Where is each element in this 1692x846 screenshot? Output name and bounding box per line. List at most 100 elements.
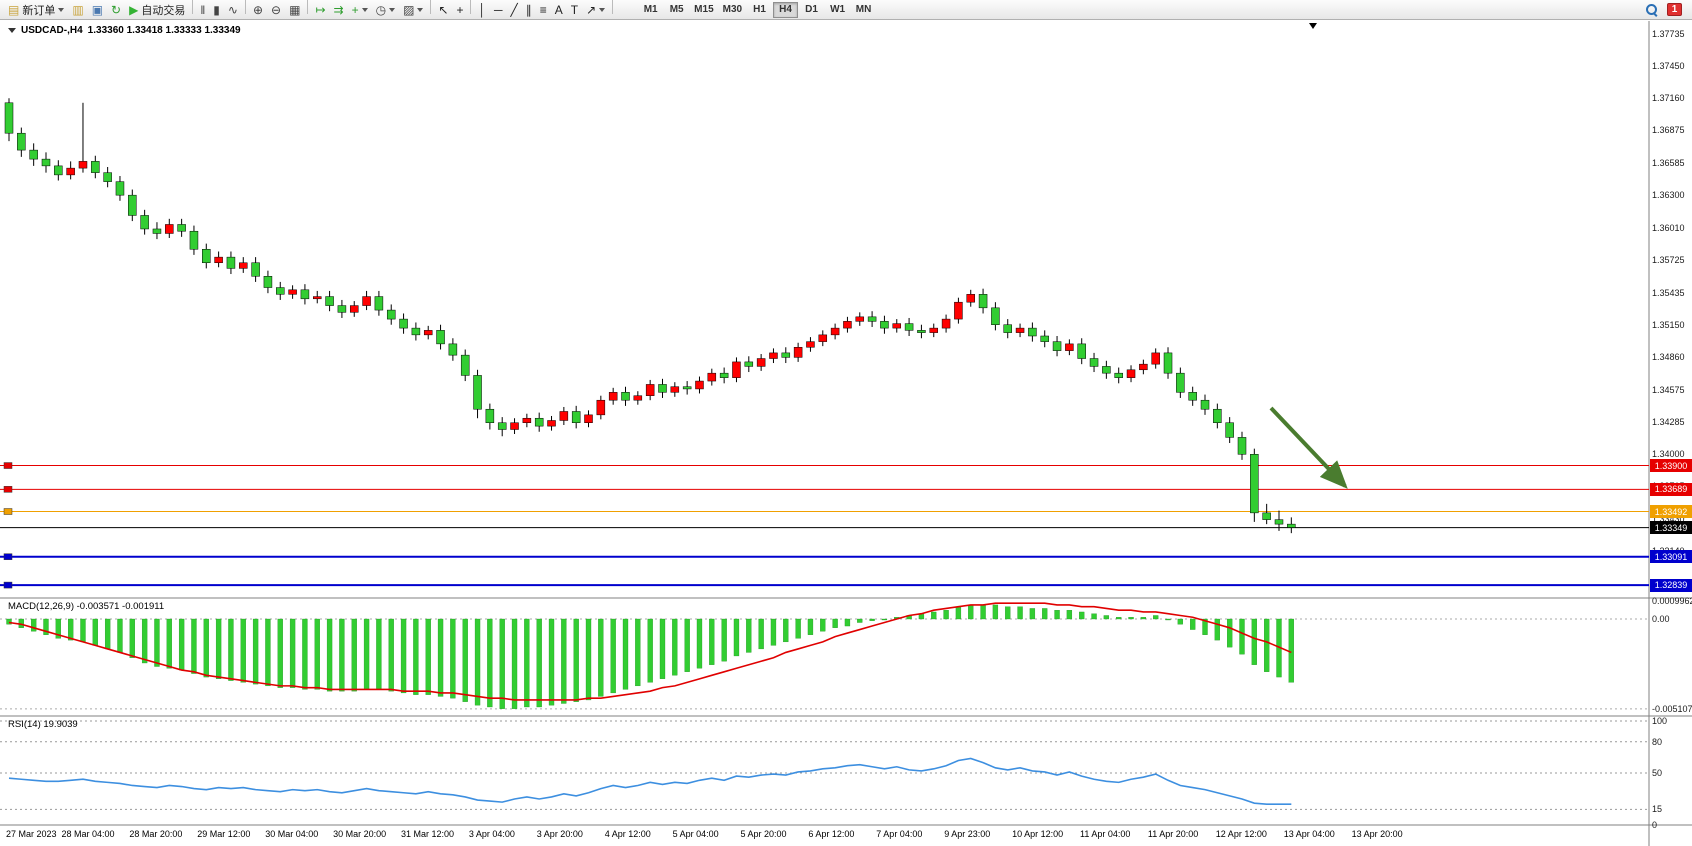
- cursor-button[interactable]: ↖: [434, 2, 452, 19]
- channel-button[interactable]: ∥: [522, 2, 536, 19]
- symbol-name: USDCAD-,H4: [21, 25, 83, 36]
- notification-badge[interactable]: 1: [1667, 3, 1682, 16]
- channel-icon: ∥: [525, 3, 532, 18]
- auto-scroll-icon: ⇉: [333, 3, 344, 18]
- market-watch-button[interactable]: ▣: [88, 2, 107, 19]
- template-button[interactable]: ▨: [399, 2, 427, 19]
- timeframe-h4-button[interactable]: H4: [773, 1, 799, 18]
- price-tick-label: 1.37735: [1652, 28, 1685, 39]
- line-handle[interactable]: [3, 462, 13, 469]
- timeframe-m5-button[interactable]: M5: [664, 2, 689, 18]
- timeframe-h1-button[interactable]: H1: [747, 2, 772, 18]
- price-tick-label: 1.34575: [1652, 384, 1685, 395]
- new-chart-button[interactable]: +: [348, 2, 372, 19]
- candlestick-series[interactable]: [4, 98, 1296, 534]
- template-icon: ▨: [403, 3, 415, 18]
- price-level-badge: 1.33689: [1650, 482, 1692, 496]
- toolbar-right-group: 1: [1646, 3, 1688, 16]
- new-order-button[interactable]: ▤ 新订单: [4, 2, 68, 19]
- tile-windows-icon: ▦: [289, 3, 301, 18]
- auto-trading-button-label: 自动交易: [141, 5, 186, 18]
- candlestick-chart-button[interactable]: ▮: [209, 2, 224, 19]
- ohlc-bars-button[interactable]: ‖: [196, 2, 209, 19]
- price-axis[interactable]: 1.37735 1.37450 1.37160 1.36875 1.36585 1.363…: [1650, 20, 1692, 830]
- timeframe-m15-button[interactable]: M15: [690, 2, 717, 18]
- shapes-button[interactable]: ↗: [582, 2, 609, 19]
- toolbar-separator: [192, 0, 194, 15]
- auto-scroll-button[interactable]: ⇉: [330, 2, 348, 19]
- trend-arrow-annotation[interactable]: [1269, 406, 1348, 489]
- candlestick-chart-icon: ▮: [213, 3, 220, 18]
- search-icon[interactable]: [1646, 3, 1658, 16]
- period-button[interactable]: ◷: [372, 2, 399, 19]
- chart-window-icon: ▥: [72, 3, 84, 18]
- caret-down-icon: [58, 8, 65, 13]
- zoom-out-button[interactable]: ⊖: [267, 2, 285, 19]
- line-handle[interactable]: [3, 553, 13, 560]
- time-tick-label: 4 Apr 12:00: [604, 829, 651, 839]
- horizontal-line-button[interactable]: ─: [490, 2, 507, 19]
- time-tick-label: 12 Apr 12:00: [1215, 829, 1267, 839]
- label-button[interactable]: T: [567, 2, 582, 19]
- tile-windows-button[interactable]: ▦: [285, 2, 304, 19]
- rsi-line[interactable]: [8, 757, 1292, 806]
- chart-window-button[interactable]: ▥: [68, 2, 87, 19]
- macd-histogram[interactable]: [6, 604, 1294, 709]
- vertical-line-button[interactable]: │: [474, 2, 490, 19]
- timeframe-m1-button[interactable]: M1: [638, 2, 663, 18]
- line-chart-button[interactable]: ∿: [224, 2, 242, 19]
- symbol-collapse-icon[interactable]: [8, 28, 16, 33]
- shift-chart-button[interactable]: ↦: [311, 2, 329, 19]
- time-tick-label: 7 Apr 04:00: [876, 829, 923, 839]
- macd-signal-line[interactable]: [8, 602, 1292, 701]
- caret-down-icon: [361, 8, 368, 13]
- zoom-in-button[interactable]: ⊕: [249, 2, 267, 19]
- toolbar-separator: [470, 0, 472, 15]
- time-tick-label: 6 Apr 12:00: [808, 829, 855, 839]
- fibonacci-button[interactable]: ≡: [536, 2, 551, 19]
- crosshair-button[interactable]: +: [452, 2, 467, 19]
- zoom-in-icon: ⊕: [252, 3, 264, 18]
- market-watch-icon: ▣: [91, 3, 104, 18]
- price-tick-label: 1.36300: [1652, 190, 1685, 201]
- trendline-button[interactable]: ╱: [507, 2, 522, 19]
- auto-trading-button[interactable]: ▶ 自动交易: [125, 2, 189, 19]
- price-tick-label: 1.37450: [1652, 60, 1685, 71]
- trendline-icon: ╱: [510, 3, 518, 18]
- caret-down-icon: [417, 8, 424, 13]
- time-tick-label: 9 Apr 23:00: [944, 829, 991, 839]
- zoom-out-icon: ⊖: [271, 3, 282, 18]
- toolbar-separator: [430, 0, 432, 15]
- timeframe-group: M1 M5 M15 M30 H1 H4 D1 W1 MN: [638, 1, 876, 18]
- macd-axis-label: -0.005107: [1652, 703, 1692, 714]
- price-tick-label: 1.37160: [1652, 93, 1685, 104]
- text-button[interactable]: A: [551, 2, 567, 19]
- cursor-icon: ↖: [438, 3, 449, 18]
- new-order-icon: ▤: [8, 3, 20, 18]
- time-tick-label: 27 Mar 2023: [6, 829, 57, 839]
- price-level-badge: 1.33492: [1650, 505, 1692, 519]
- line-handle[interactable]: [3, 581, 13, 589]
- timeframe-m30-button[interactable]: M30: [719, 2, 746, 18]
- timeframe-d1-button[interactable]: D1: [799, 2, 824, 18]
- time-tick-label: 28 Mar 04:00: [61, 829, 115, 839]
- rsi-axis-label: 0: [1652, 820, 1658, 830]
- timeframe-w1-button[interactable]: W1: [825, 2, 850, 18]
- line-handle[interactable]: [3, 508, 13, 515]
- toolbar-separator: [612, 0, 614, 15]
- period-icon: ◷: [375, 3, 387, 18]
- refresh-button[interactable]: ↻: [107, 2, 125, 19]
- symbol-ohlc: 1.33360 1.33418 1.33333 1.33349: [87, 25, 241, 36]
- line-handle[interactable]: [3, 486, 13, 493]
- timeframe-mn-button[interactable]: MN: [851, 2, 876, 18]
- time-tick-label: 5 Apr 04:00: [672, 829, 719, 839]
- rsi-indicator-label: RSI(14) 19.9039: [8, 719, 78, 730]
- horizontal-line-icon: ─: [493, 3, 503, 18]
- text-icon: A: [554, 3, 563, 18]
- chart-shift-marker-icon[interactable]: [1309, 23, 1317, 29]
- auto-trading-icon: ▶: [129, 3, 139, 18]
- price-tick-label: 1.34285: [1652, 417, 1685, 428]
- time-axis[interactable]: 27 Mar 2023 28 Mar 04:00 28 Mar 20:00 29 Ma…: [0, 826, 1649, 846]
